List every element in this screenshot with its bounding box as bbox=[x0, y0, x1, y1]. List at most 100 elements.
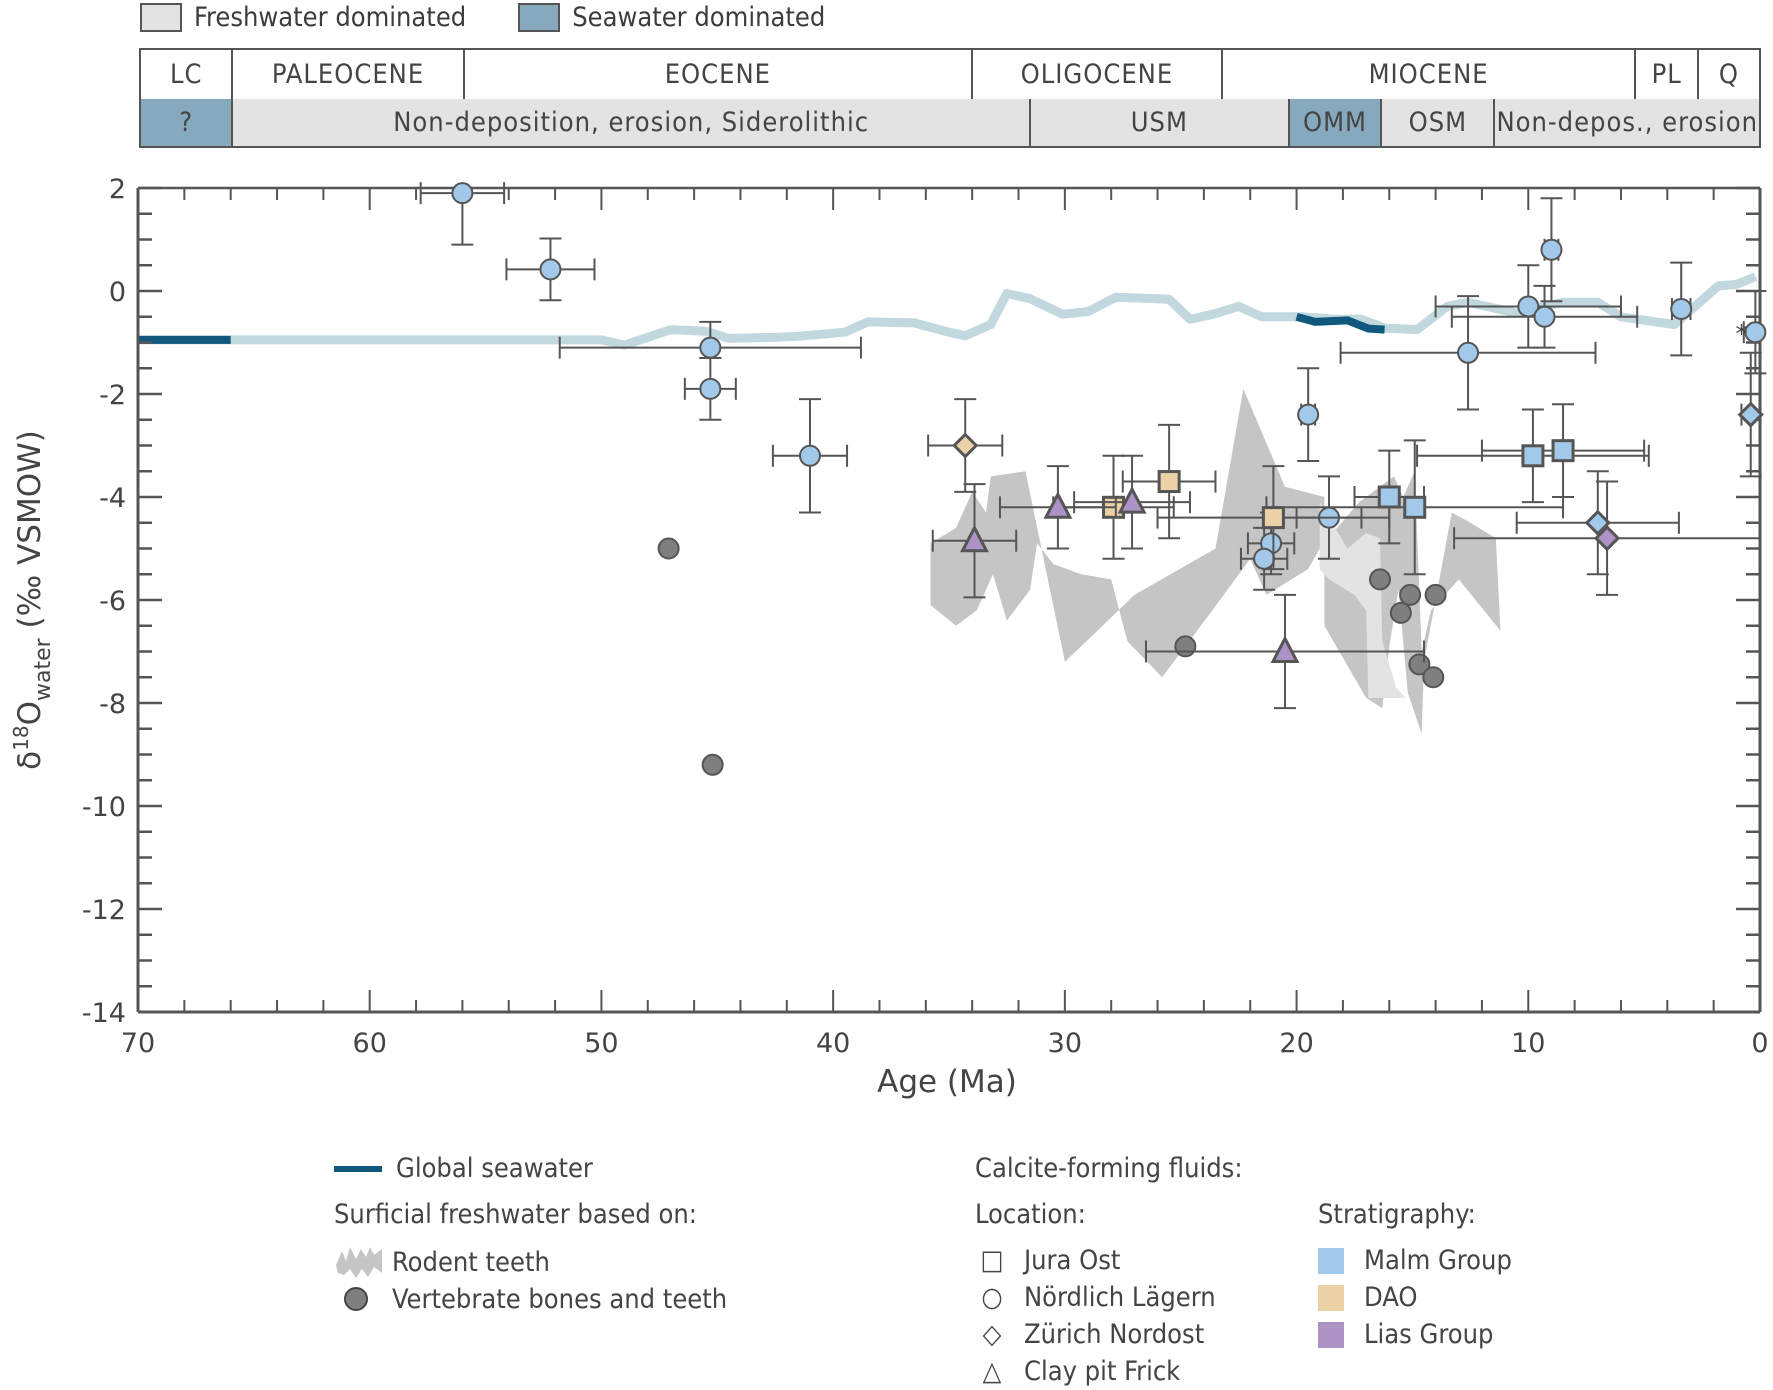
legend-global-seawater: Global seawater bbox=[334, 1153, 593, 1184]
unit-row: ? Non-deposition, erosion, Siderolithic US… bbox=[141, 99, 1759, 146]
legend-location-clay-pit-frick: △ Clay pit Frick bbox=[972, 1356, 1181, 1387]
data-point-triangle bbox=[1117, 485, 1147, 514]
global-seawater-line-icon bbox=[334, 1165, 382, 1172]
rodent-teeth-region-light bbox=[1319, 502, 1406, 698]
legend-location-jura-ost: □ Jura Ost bbox=[972, 1245, 1121, 1276]
legend-location-nordlich-lagern: ○ Nördlich Lägern bbox=[972, 1282, 1215, 1313]
legend-calcite-title: Calcite-forming fluids: bbox=[975, 1153, 1243, 1184]
malm-swatch-icon bbox=[1318, 1247, 1344, 1274]
data-point-diamond bbox=[1593, 525, 1621, 552]
data-point-circle bbox=[1517, 295, 1540, 318]
data-point-circle bbox=[539, 258, 562, 281]
data-point-diamond bbox=[952, 432, 979, 459]
data-point-diamond bbox=[1737, 401, 1764, 428]
series-clay-pit-frick-lias-group bbox=[931, 454, 1426, 710]
epoch-cell-paleocene: PALEOCENE bbox=[233, 50, 465, 99]
data-point-circle bbox=[699, 336, 722, 359]
calcite-title: Calcite-forming fluids: bbox=[975, 1153, 1243, 1184]
x-tick-label: 0 bbox=[1751, 1028, 1768, 1059]
data-point-circle bbox=[1399, 583, 1422, 606]
top-legend: Freshwater dominated Seawater dominated bbox=[140, 0, 877, 34]
unit-cell-omm: OMM bbox=[1289, 99, 1383, 146]
data-point-circle bbox=[1174, 635, 1197, 658]
unit-cell-osm: OSM bbox=[1382, 99, 1496, 146]
y-tick-label: -2 bbox=[99, 380, 126, 411]
unit-cell-: ? bbox=[141, 99, 234, 146]
freshwater-swatch bbox=[140, 2, 182, 32]
data-point-square bbox=[1403, 495, 1427, 519]
data-point-triangle bbox=[1270, 635, 1300, 663]
triangle-outline-icon: △ bbox=[982, 1356, 1002, 1387]
legend-location-label: Jura Ost bbox=[1024, 1245, 1121, 1276]
data-point-circle bbox=[1457, 341, 1480, 364]
data-point-square bbox=[1521, 444, 1545, 468]
series-z-rich-nordost-malm-group bbox=[1515, 351, 1764, 576]
data-point-square bbox=[1377, 485, 1401, 509]
unit-cell-non-deposition-erosion-siderolithic: Non-deposition, erosion, Siderolithic bbox=[233, 99, 1031, 146]
y-tick-label: -8 bbox=[99, 689, 126, 720]
y-tick-label: -12 bbox=[82, 895, 126, 926]
series-jura-ost-malm-group bbox=[1265, 403, 1650, 576]
circle-outline-icon: ○ bbox=[981, 1282, 1003, 1313]
data-point-circle bbox=[1253, 547, 1276, 570]
legend-location-label: Clay pit Frick bbox=[1024, 1356, 1181, 1387]
data-point-circle bbox=[1533, 305, 1556, 328]
strat-title: Stratigraphy: bbox=[1318, 1199, 1476, 1230]
data-point-circle bbox=[1422, 666, 1445, 689]
seawater-curve-dark-segment bbox=[1295, 312, 1385, 334]
x-axis-label: Age (Ma) bbox=[877, 1064, 1017, 1100]
seawater-curve bbox=[138, 272, 1758, 350]
data-point-square bbox=[1551, 439, 1575, 463]
unit-cell-non-depos-erosion: Non-depos., erosion bbox=[1495, 99, 1759, 146]
seawater-swatch bbox=[518, 2, 561, 32]
epoch-cell-oligocene: OLIGOCENE bbox=[973, 50, 1223, 99]
lias-swatch-icon bbox=[1318, 1321, 1344, 1348]
rodent-teeth-region bbox=[930, 388, 1501, 734]
data-point-circle bbox=[1744, 321, 1767, 344]
y-tick-label: -14 bbox=[82, 998, 126, 1029]
diamond-outline-icon: ◇ bbox=[982, 1319, 1002, 1350]
data-point-circle bbox=[1297, 403, 1320, 426]
rodent-teeth-icon bbox=[336, 1247, 382, 1278]
data-point-circle bbox=[1368, 568, 1391, 591]
legend-location-zurich-nordost: ◇ Zürich Nordost bbox=[972, 1319, 1205, 1350]
x-tick-label: 70 bbox=[121, 1028, 155, 1059]
y-tick-label: 2 bbox=[109, 174, 126, 205]
annotation-asterisk: * bbox=[1735, 320, 1747, 348]
epoch-cell-lc: LC bbox=[141, 50, 234, 99]
x-tick-label: 20 bbox=[1279, 1028, 1313, 1059]
legend-vertebrate: Vertebrate bones and teeth bbox=[334, 1282, 727, 1316]
surficial-title: Surficial freshwater based on: bbox=[334, 1199, 697, 1230]
data-point-square bbox=[1261, 506, 1285, 530]
legend-rodent-label: Rodent teeth bbox=[392, 1246, 550, 1278]
square-outline-icon: □ bbox=[980, 1245, 1004, 1276]
y-tick-label: -6 bbox=[99, 586, 126, 617]
legend-strat-label: DAO bbox=[1364, 1282, 1418, 1313]
location-title: Location: bbox=[975, 1199, 1086, 1230]
y-axis-label: δ18Owater (‰ VSMOW) bbox=[9, 430, 56, 770]
data-point-circle bbox=[1389, 601, 1412, 624]
series-z-rich-nordost-dao bbox=[927, 398, 1004, 493]
legend-seawater-label: Seawater dominated bbox=[572, 1, 826, 33]
legend-strat-lias: Lias Group bbox=[1318, 1319, 1493, 1350]
legend-freshwater-label: Freshwater dominated bbox=[194, 1, 467, 33]
legend-global-seawater-label: Global seawater bbox=[396, 1153, 593, 1184]
y-tick-label: -4 bbox=[99, 483, 126, 514]
vertebrate-circle-icon bbox=[344, 1287, 368, 1311]
stratigraphy-table: LC PALEOCENE EOCENE OLIGOCENE MIOCENE PL Q ? No… bbox=[139, 48, 1761, 148]
data-point-circle bbox=[699, 377, 722, 400]
data-point-circle bbox=[1424, 583, 1447, 606]
epoch-cell-eocene: EOCENE bbox=[465, 50, 974, 99]
epoch-cell-pl: PL bbox=[1636, 50, 1699, 99]
data-point-circle bbox=[451, 182, 474, 205]
legend-location-title: Location: bbox=[975, 1199, 1086, 1230]
data-point-triangle bbox=[960, 524, 989, 553]
legend-vertebrate-label: Vertebrate bones and teeth bbox=[392, 1283, 728, 1315]
x-tick-label: 30 bbox=[1048, 1028, 1082, 1059]
series-n-rdlich-l-gern-malm-group bbox=[419, 182, 1767, 591]
x-tick-label: 50 bbox=[584, 1028, 618, 1059]
y-tick-label: 0 bbox=[109, 277, 126, 308]
legend-strat-label: Malm Group bbox=[1364, 1245, 1512, 1276]
dao-swatch-icon bbox=[1318, 1284, 1344, 1311]
legend-strat-label: Lias Group bbox=[1364, 1319, 1494, 1350]
